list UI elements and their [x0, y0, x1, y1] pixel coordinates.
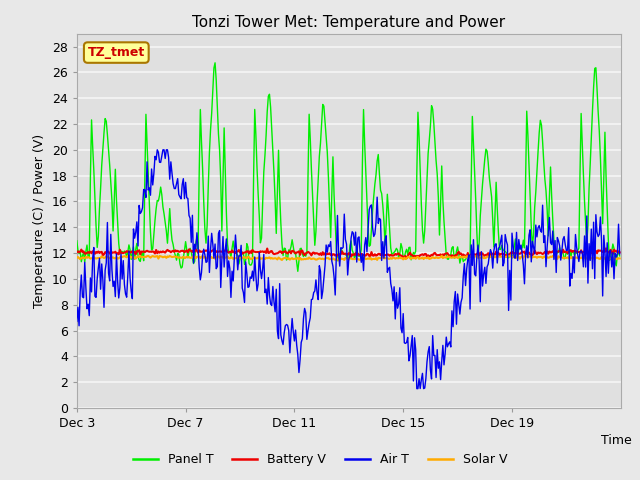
- Air T: [616, 251, 623, 257]
- Air T: [404, 335, 412, 340]
- Title: Tonzi Tower Met: Temperature and Power: Tonzi Tower Met: Temperature and Power: [192, 15, 506, 30]
- Panel T: [568, 249, 576, 254]
- Air T: [474, 242, 482, 248]
- Air T: [568, 276, 576, 281]
- Panel T: [294, 268, 301, 274]
- Solar V: [568, 254, 576, 260]
- Line: Solar V: Solar V: [77, 255, 620, 260]
- Air T: [73, 319, 81, 324]
- Air T: [243, 270, 251, 276]
- Solar V: [616, 255, 623, 261]
- Air T: [413, 386, 420, 392]
- Battery V: [377, 252, 385, 258]
- Solar V: [473, 254, 481, 260]
- Solar V: [335, 257, 342, 263]
- Panel T: [379, 203, 387, 208]
- Air T: [378, 258, 385, 264]
- Panel T: [73, 238, 81, 244]
- Solar V: [378, 255, 385, 261]
- Air T: [303, 336, 310, 342]
- Solar V: [520, 252, 528, 258]
- Battery V: [242, 250, 250, 255]
- Legend: Panel T, Battery V, Air T, Solar V: Panel T, Battery V, Air T, Solar V: [128, 448, 512, 471]
- Panel T: [474, 255, 482, 261]
- Panel T: [304, 173, 312, 179]
- Text: TZ_tmet: TZ_tmet: [88, 46, 145, 59]
- Battery V: [403, 255, 410, 261]
- Battery V: [602, 245, 610, 251]
- Line: Battery V: Battery V: [77, 248, 620, 258]
- Battery V: [473, 251, 481, 256]
- Line: Air T: Air T: [77, 150, 620, 389]
- Solar V: [73, 255, 81, 261]
- Battery V: [73, 250, 81, 255]
- Panel T: [616, 253, 623, 259]
- Battery V: [616, 250, 623, 255]
- Y-axis label: Temperature (C) / Power (V): Temperature (C) / Power (V): [33, 134, 46, 308]
- Panel T: [211, 60, 219, 66]
- Solar V: [404, 254, 412, 260]
- Solar V: [242, 255, 250, 261]
- Panel T: [405, 245, 413, 251]
- Battery V: [567, 247, 575, 253]
- Air T: [154, 147, 161, 153]
- X-axis label: Time: Time: [601, 434, 632, 447]
- Battery V: [302, 251, 310, 256]
- Battery V: [404, 254, 412, 260]
- Line: Panel T: Panel T: [77, 63, 620, 271]
- Panel T: [243, 241, 251, 247]
- Solar V: [302, 256, 310, 262]
